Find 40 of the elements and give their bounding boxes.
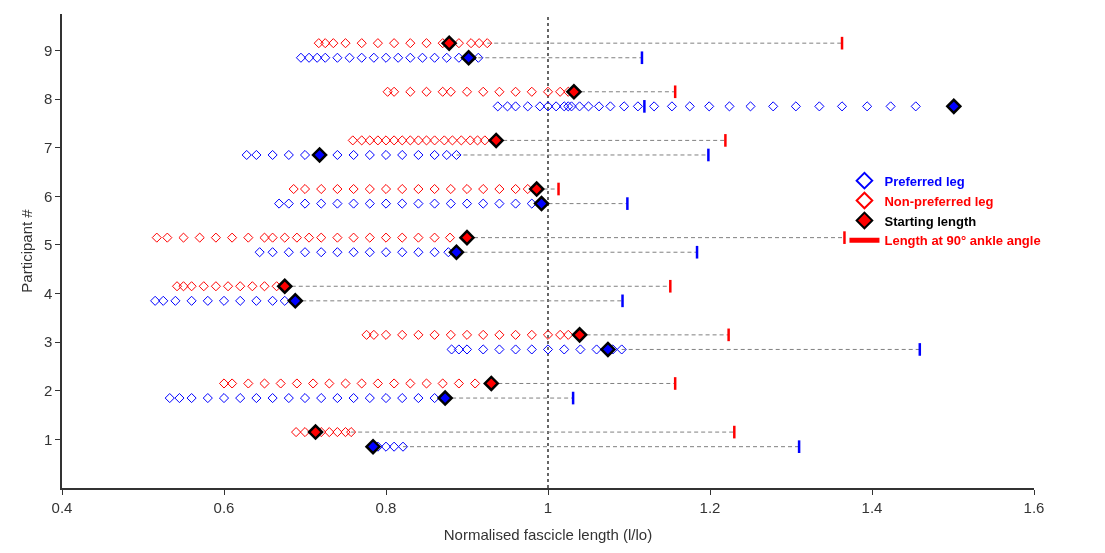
point	[437, 390, 453, 406]
point	[571, 327, 588, 343]
legend-label: Starting length	[884, 213, 977, 229]
point	[311, 147, 328, 163]
point	[946, 98, 962, 115]
y-tick-label: 9	[43, 41, 53, 59]
legend-label: Non-preferred leg	[884, 193, 994, 209]
y-tick-label: 3	[43, 333, 53, 351]
y-axis-title: Participant #	[17, 208, 35, 293]
legend-label: Length at 90° ankle angle	[884, 233, 1041, 249]
x-axis-title: Normalised fascicle length (l/lo)	[443, 526, 653, 544]
x-tick-label: 0.4	[51, 498, 73, 516]
x-tick-label: 1.6	[1023, 498, 1045, 516]
point	[365, 438, 381, 455]
point	[448, 244, 465, 260]
y-tick-label: 7	[43, 138, 53, 156]
x-tick-label: 0.6	[213, 498, 235, 516]
point	[459, 229, 475, 246]
x-tick-label: 1	[543, 498, 553, 516]
point	[460, 50, 477, 66]
y-tick-label: 4	[43, 284, 53, 302]
x-tick-label: 1.2	[699, 498, 721, 516]
point	[488, 132, 504, 149]
point	[483, 375, 500, 392]
y-tick-label: 2	[43, 382, 53, 400]
y-tick-label: 5	[43, 236, 53, 254]
point	[287, 293, 304, 309]
point	[566, 84, 582, 100]
y-tick-label: 1	[43, 430, 53, 448]
y-tick-label: 6	[43, 187, 53, 205]
y-tick-label: 8	[43, 90, 53, 108]
point	[533, 195, 550, 212]
point	[277, 278, 293, 294]
point	[307, 424, 324, 440]
x-tick-label: 1.4	[861, 498, 883, 516]
point	[441, 35, 457, 51]
x-tick-label: 0.8	[375, 498, 397, 516]
point	[600, 341, 616, 358]
legend-label: Preferred leg	[884, 173, 965, 189]
point	[528, 181, 545, 197]
